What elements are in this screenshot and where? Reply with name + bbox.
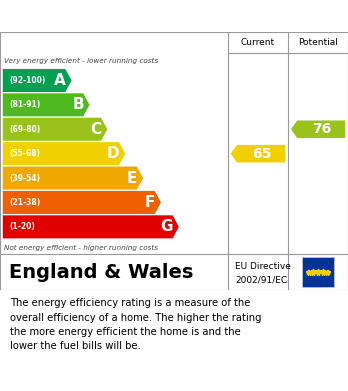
Text: D: D bbox=[107, 146, 120, 161]
Polygon shape bbox=[231, 145, 285, 162]
Text: (39-54): (39-54) bbox=[9, 174, 40, 183]
Polygon shape bbox=[3, 93, 89, 117]
Polygon shape bbox=[291, 120, 345, 138]
Text: England & Wales: England & Wales bbox=[9, 263, 193, 282]
Text: 76: 76 bbox=[312, 122, 331, 136]
Bar bbox=[302, 257, 334, 287]
Polygon shape bbox=[3, 191, 161, 214]
Text: (92-100): (92-100) bbox=[9, 76, 46, 85]
Text: E: E bbox=[127, 170, 137, 186]
Polygon shape bbox=[3, 142, 125, 165]
Text: (55-68): (55-68) bbox=[9, 149, 40, 158]
Polygon shape bbox=[3, 118, 107, 141]
Text: G: G bbox=[161, 219, 173, 234]
Polygon shape bbox=[3, 69, 72, 92]
Text: B: B bbox=[72, 97, 84, 112]
Text: EU Directive: EU Directive bbox=[235, 262, 291, 271]
Text: The energy efficiency rating is a measure of the
overall efficiency of a home. T: The energy efficiency rating is a measur… bbox=[10, 298, 262, 352]
Text: A: A bbox=[54, 73, 66, 88]
Polygon shape bbox=[3, 215, 179, 239]
Polygon shape bbox=[3, 167, 143, 190]
Text: F: F bbox=[145, 195, 155, 210]
Text: (1-20): (1-20) bbox=[9, 222, 35, 231]
Text: Not energy efficient - higher running costs: Not energy efficient - higher running co… bbox=[4, 244, 158, 251]
Text: Potential: Potential bbox=[298, 38, 338, 47]
Text: Very energy efficient - lower running costs: Very energy efficient - lower running co… bbox=[4, 58, 158, 65]
Text: (81-91): (81-91) bbox=[9, 100, 40, 109]
Text: Current: Current bbox=[241, 38, 275, 47]
Text: C: C bbox=[90, 122, 102, 137]
Text: Energy Efficiency Rating: Energy Efficiency Rating bbox=[9, 7, 238, 25]
Text: 2002/91/EC: 2002/91/EC bbox=[235, 276, 287, 285]
Text: (21-38): (21-38) bbox=[9, 198, 40, 207]
Text: (69-80): (69-80) bbox=[9, 125, 40, 134]
Text: 65: 65 bbox=[252, 147, 271, 161]
